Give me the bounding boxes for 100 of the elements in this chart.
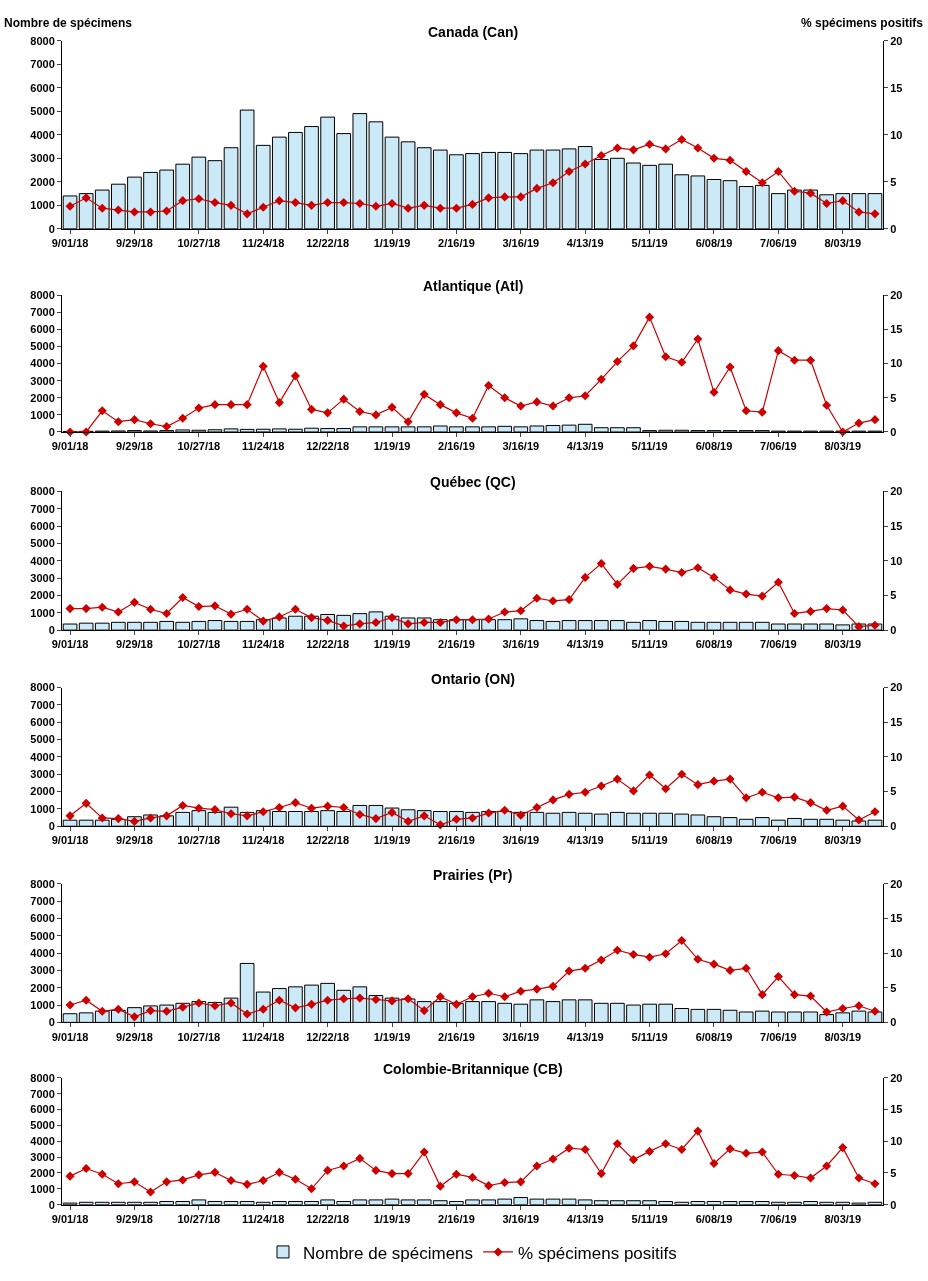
y-tick-label: 2000 [30, 589, 55, 602]
y-tick-label: 7000 [30, 502, 55, 515]
x-tick-label: 2/16/19 [438, 440, 475, 453]
y-tick-label: 4000 [30, 128, 55, 141]
chart-title: Ontario (ON) [431, 671, 515, 687]
y2-tick-label: 15 [890, 323, 903, 336]
x-tick-label: 6/08/19 [695, 237, 733, 250]
x-tick-label: 1/19/19 [373, 834, 411, 847]
y-tick-label: 6000 [30, 1103, 55, 1116]
x-tick-label: 12/22/18 [306, 440, 350, 453]
x-tick-label: 5/11/19 [631, 440, 668, 453]
y-tick-label: 8000 [30, 1071, 55, 1084]
y2-tick-label: 5 [890, 785, 897, 798]
y-tick-label: 2000 [30, 175, 55, 188]
y-tick-label: 1000 [30, 199, 55, 212]
x-tick-label: 7/06/19 [760, 1212, 797, 1225]
y-tick-label: 0 [48, 425, 55, 438]
y-tick-label: 4000 [30, 357, 55, 370]
x-tick-label: 2/16/19 [438, 834, 475, 847]
x-tick-label: 11/24/18 [242, 1212, 285, 1225]
y2-tick-label: 0 [890, 222, 897, 235]
x-tick-label: 4/13/19 [566, 440, 604, 453]
x-tick-label: 9/29/18 [116, 1212, 153, 1225]
x-tick-label: 7/06/19 [760, 638, 797, 651]
y-tick-label: 2000 [30, 785, 55, 798]
y-tick-label: 1000 [30, 1182, 55, 1195]
y-tick-label: 6000 [30, 323, 55, 336]
x-tick-label: 11/24/18 [242, 237, 285, 250]
y2-tick-label: 20 [890, 877, 903, 890]
x-tick-label: 8/03/19 [824, 1212, 862, 1225]
x-tick-label: 1/19/19 [373, 237, 411, 250]
x-tick-label: 2/16/19 [438, 1212, 475, 1225]
y-tick-label: 4000 [30, 1135, 55, 1148]
y-tick-label: 0 [48, 820, 55, 833]
x-tick-label: 8/03/19 [824, 237, 862, 250]
y2-tick-label: 15 [890, 519, 903, 532]
y-tick-label: 8000 [30, 289, 55, 302]
y-tick-label: 0 [48, 1198, 55, 1211]
y2-tick-label: 5 [890, 391, 897, 404]
y2-tick-label: 10 [890, 128, 903, 141]
y2-tick-label: 0 [890, 820, 897, 833]
y-tick-label: 4000 [30, 554, 55, 567]
x-tick-label: 5/11/19 [631, 237, 668, 250]
y-tick-label: 8000 [30, 681, 55, 694]
y-tick-label: 5000 [30, 340, 55, 353]
x-tick-label: 10/27/18 [177, 834, 221, 847]
x-tick-label: 9/01/18 [51, 1030, 89, 1043]
chart-title: Canada (Can) [428, 24, 519, 40]
x-tick-label: 3/16/19 [502, 237, 540, 250]
x-tick-label: 10/27/18 [177, 638, 221, 651]
x-tick-label: 9/29/18 [116, 1030, 153, 1043]
x-tick-label: 6/08/19 [695, 834, 733, 847]
y2-tick-label: 0 [890, 1198, 897, 1211]
x-tick-label: 12/22/18 [306, 1212, 350, 1225]
y-tick-label: 0 [48, 623, 55, 636]
y2-tick-label: 5 [890, 589, 897, 602]
y-axis-title: Nombre de spécimens [4, 16, 133, 30]
y-tick-label: 7000 [30, 698, 55, 711]
x-tick-label: 9/01/18 [51, 237, 89, 250]
x-tick-label: 3/16/19 [502, 638, 540, 651]
y2-tick-label: 10 [890, 750, 903, 763]
chart-title: Atlantique (Atl) [423, 278, 524, 294]
y2-tick-label: 5 [890, 1166, 897, 1179]
x-tick-label: 9/29/18 [116, 638, 153, 651]
legend-label: % spécimens positifs [518, 1243, 677, 1263]
y-tick-label: 6000 [30, 716, 55, 729]
x-tick-label: 3/16/19 [502, 1212, 540, 1225]
y-tick-label: 7000 [30, 894, 55, 907]
y-tick-label: 6000 [30, 912, 55, 925]
x-tick-label: 1/19/19 [373, 638, 411, 651]
x-tick-label: 9/01/18 [51, 834, 89, 847]
y2-tick-label: 10 [890, 946, 903, 959]
y-tick-label: 1000 [30, 802, 55, 815]
chart-title: Prairies (Pr) [433, 867, 513, 883]
x-tick-label: 9/01/18 [51, 638, 89, 651]
x-tick-label: 6/08/19 [695, 1212, 733, 1225]
y-tick-label: 2000 [30, 1166, 55, 1179]
y-tick-label: 1000 [30, 606, 55, 619]
y-tick-label: 7000 [30, 1087, 55, 1100]
x-tick-label: 5/11/19 [631, 1030, 668, 1043]
chart-title: Colombie-Britannique (CB) [383, 1061, 563, 1077]
x-tick-label: 6/08/19 [695, 1030, 733, 1043]
y-tick-label: 3000 [30, 571, 55, 584]
y-tick-label: 1000 [30, 998, 55, 1011]
y-tick-label: 6000 [30, 81, 55, 94]
y-tick-label: 2000 [30, 981, 55, 994]
y2-tick-label: 15 [890, 912, 903, 925]
x-tick-label: 2/16/19 [438, 237, 475, 250]
x-tick-label: 12/22/18 [306, 1030, 350, 1043]
y-tick-label: 1000 [30, 408, 55, 421]
y2-tick-label: 0 [890, 1016, 897, 1029]
x-tick-label: 1/19/19 [373, 440, 411, 453]
x-tick-label: 2/16/19 [438, 1030, 475, 1043]
x-tick-label: 4/13/19 [566, 1212, 604, 1225]
x-tick-label: 10/27/18 [177, 1212, 221, 1225]
x-tick-label: 4/13/19 [566, 834, 604, 847]
x-tick-label: 11/24/18 [242, 1030, 285, 1043]
y-tick-label: 7000 [30, 306, 55, 319]
y2-tick-label: 10 [890, 554, 903, 567]
x-tick-label: 7/06/19 [760, 440, 797, 453]
